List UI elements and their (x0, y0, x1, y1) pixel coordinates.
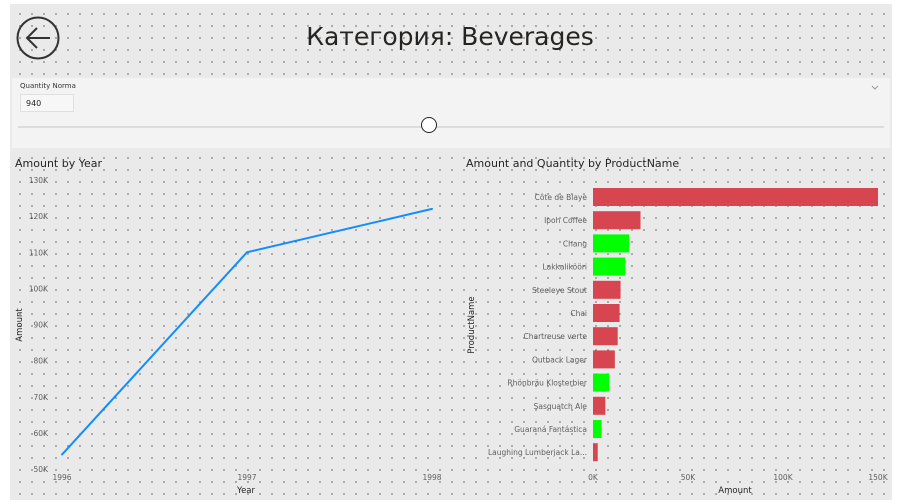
bar (593, 234, 630, 253)
bar (593, 396, 606, 415)
bar (593, 420, 602, 438)
bar (593, 304, 620, 322)
slicer-track[interactable] (18, 126, 884, 128)
x-tick-label: 1997 (237, 473, 256, 482)
category-label: Steeleye Stout (532, 286, 587, 295)
y-axis-label: ProductName (467, 296, 477, 353)
category-label: Lakkalikööri (542, 263, 587, 272)
back-arrow-icon (16, 16, 60, 60)
y-axis-label: Amount (15, 308, 25, 342)
category-label: Côte de Blaye (535, 193, 588, 202)
x-tick-label: 1998 (422, 473, 441, 482)
y-tick-label: 110K (29, 248, 49, 257)
x-tick-label: 0K (588, 473, 599, 482)
slicer-value-input[interactable]: 940 (20, 94, 74, 112)
page-title: Категория: Beverages (306, 22, 594, 51)
bar (593, 211, 641, 230)
category-label: Ipoh Coffee (544, 216, 587, 225)
category-label: Laughing Lumberjack La... (488, 448, 587, 457)
x-axis-label: Amount (718, 486, 752, 496)
category-label: Sasquatch Ale (534, 402, 588, 411)
bar (593, 280, 621, 299)
slicer-label: Quantity Norma (20, 82, 76, 90)
slicer-handle[interactable] (421, 117, 438, 133)
bar (593, 350, 615, 369)
y-tick-label: 80K (34, 357, 50, 366)
y-tick-label: 70K (34, 393, 50, 402)
bar (593, 257, 626, 276)
bar-chart-title: Amount and Quantity by ProductName (466, 157, 680, 170)
amount-by-year-line-chart[interactable]: 50K 60K 70K 80K 90K 100K 110K 120K 130K 1996 1997 1… (0, 0, 450, 504)
data-point (246, 251, 248, 254)
category-label: Rhönbräu Klosterbier (507, 379, 587, 388)
data-point (431, 207, 433, 210)
category-label: Chai (570, 309, 587, 318)
y-tick-label: 90K (34, 321, 50, 330)
bar (593, 327, 618, 346)
category-label: Guaraná Fantástica (514, 425, 587, 434)
back-button[interactable] (16, 16, 60, 60)
chevron-down-icon[interactable] (870, 83, 880, 93)
bar (593, 188, 878, 206)
data-point (61, 453, 63, 456)
x-tick-label: 1996 (52, 473, 71, 482)
x-tick-label: 50K (681, 473, 697, 482)
category-label: Chang (563, 239, 587, 248)
y-tick-label: 120K (29, 212, 49, 221)
x-tick-label: 100K (773, 473, 793, 482)
category-label: Chartreuse verte (524, 332, 588, 341)
y-tick-label: 60K (34, 429, 50, 438)
x-axis-label: Year (236, 486, 256, 496)
category-label: Outback Lager (532, 355, 588, 364)
y-tick-label: 50K (34, 465, 50, 474)
y-tick-label: 130K (29, 176, 49, 185)
y-tick-label: 100K (29, 284, 49, 293)
bar (593, 443, 598, 462)
quantity-slicer: Quantity Norma 940 (12, 78, 890, 148)
line-chart-title: Amount by Year (15, 157, 103, 170)
x-tick-label: 150K (868, 473, 888, 482)
bar (593, 373, 610, 392)
